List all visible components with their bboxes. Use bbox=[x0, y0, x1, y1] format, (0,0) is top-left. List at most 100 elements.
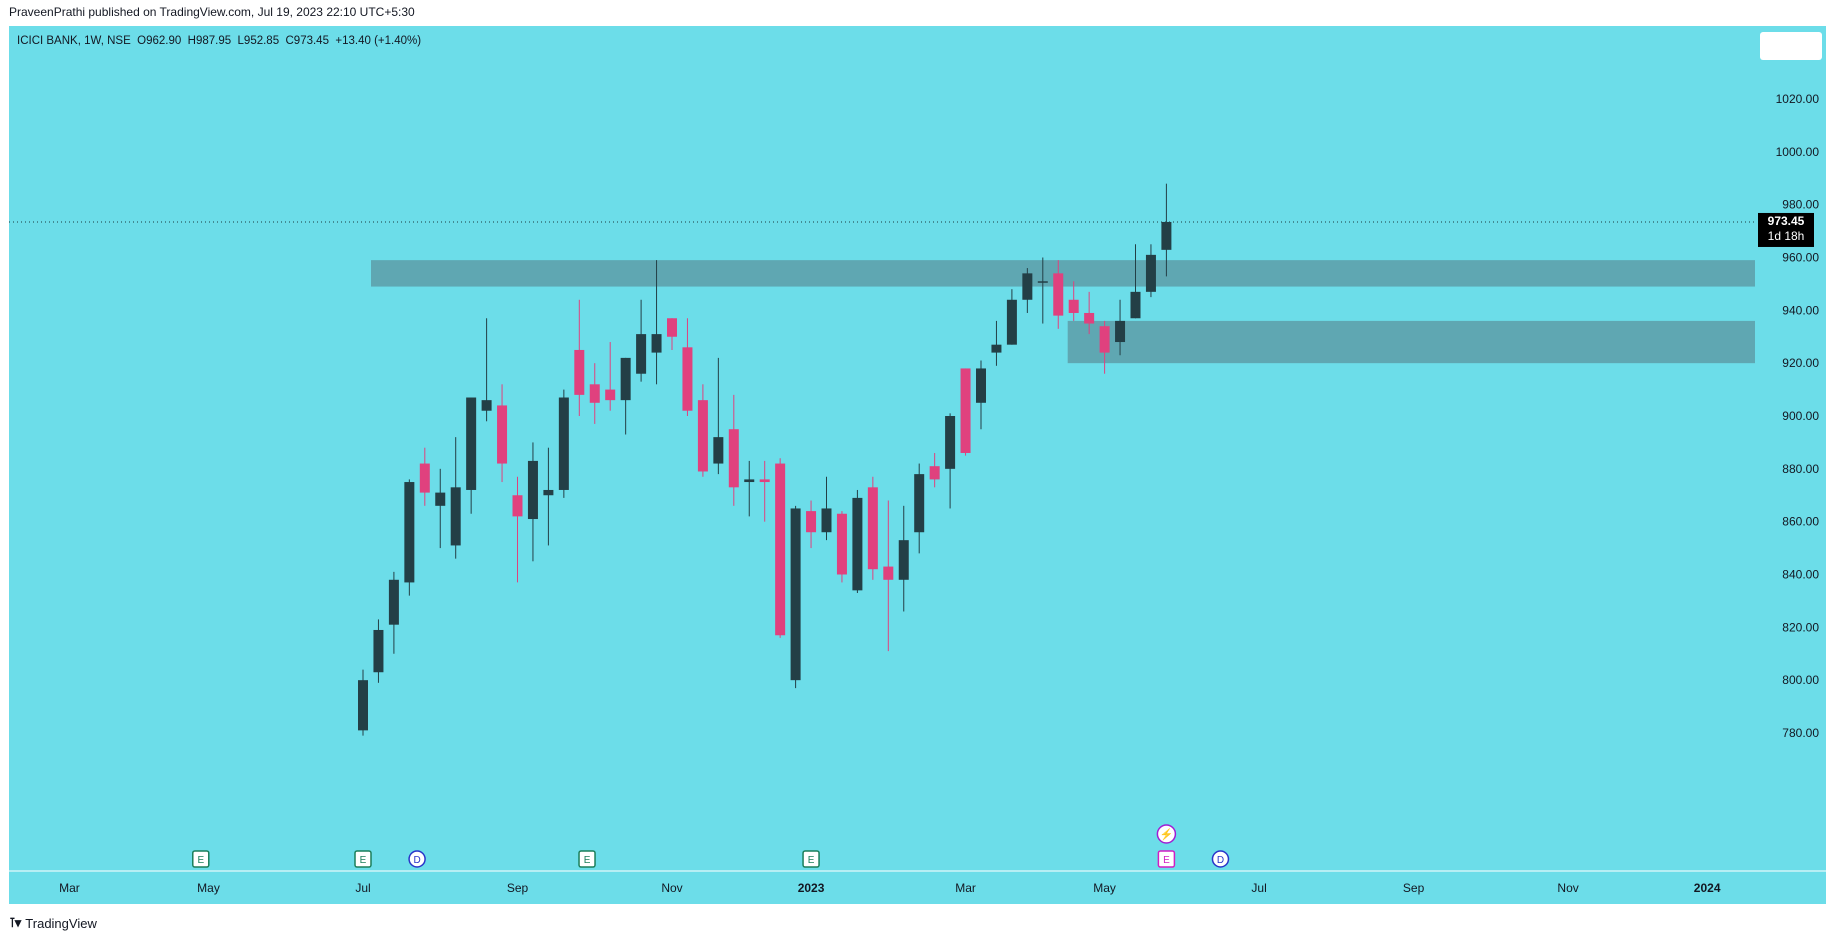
candle[interactable] bbox=[759, 460, 770, 522]
candle[interactable] bbox=[1115, 299, 1126, 356]
candle-body bbox=[358, 680, 368, 731]
y-tick-label: 860.00 bbox=[1782, 515, 1819, 529]
candle[interactable] bbox=[945, 413, 956, 509]
candle-body bbox=[759, 479, 770, 483]
x-tick-label: 2023 bbox=[798, 881, 825, 895]
candle[interactable] bbox=[466, 397, 477, 514]
event-marker-earnings-green[interactable]: E bbox=[192, 850, 210, 868]
candle-body bbox=[466, 397, 477, 490]
candle[interactable] bbox=[1145, 244, 1156, 298]
x-tick-label: May bbox=[1093, 881, 1116, 895]
y-tick-label: 980.00 bbox=[1782, 198, 1819, 212]
candle[interactable] bbox=[1084, 291, 1095, 335]
y-tick-label: 820.00 bbox=[1782, 620, 1819, 634]
event-marker-dividend[interactable]: D bbox=[408, 850, 426, 868]
candle-body bbox=[605, 389, 616, 401]
svg-text:D: D bbox=[413, 855, 420, 866]
candle[interactable] bbox=[991, 320, 1002, 366]
candle[interactable] bbox=[620, 357, 631, 435]
candle[interactable] bbox=[713, 357, 724, 475]
candle[interactable] bbox=[667, 318, 677, 350]
candle[interactable] bbox=[775, 458, 786, 638]
tradingview-footer[interactable]: ⊺▾ TradingView bbox=[9, 915, 97, 931]
candle-body bbox=[1053, 273, 1064, 316]
candle-body bbox=[867, 487, 878, 570]
event-marker-earnings-green[interactable]: E bbox=[354, 850, 372, 868]
candle-body bbox=[821, 508, 832, 533]
event-marker-earnings-green[interactable]: E bbox=[802, 850, 820, 868]
event-marker-dividend[interactable]: D bbox=[1211, 850, 1230, 868]
svg-text:E: E bbox=[584, 855, 591, 866]
candle[interactable] bbox=[558, 389, 569, 498]
candle-body bbox=[651, 334, 662, 353]
candle[interactable] bbox=[527, 442, 538, 562]
candle[interactable] bbox=[697, 384, 708, 477]
candle[interactable] bbox=[914, 463, 925, 554]
svg-text:E: E bbox=[360, 855, 367, 866]
candle[interactable] bbox=[867, 476, 878, 580]
candle[interactable] bbox=[435, 468, 446, 549]
candle[interactable] bbox=[1068, 281, 1079, 321]
zones-layer bbox=[371, 260, 1755, 364]
candle[interactable] bbox=[358, 669, 368, 736]
candle[interactable] bbox=[728, 394, 739, 506]
candle[interactable] bbox=[744, 460, 755, 517]
candle-body bbox=[497, 405, 508, 464]
candle[interactable] bbox=[497, 384, 508, 483]
candle[interactable] bbox=[481, 318, 492, 422]
candle[interactable] bbox=[419, 447, 430, 506]
candle-body bbox=[388, 579, 399, 625]
candle[interactable] bbox=[388, 571, 399, 654]
candle[interactable] bbox=[589, 363, 600, 424]
candle-body bbox=[620, 357, 631, 401]
y-tick-label: 940.00 bbox=[1782, 303, 1819, 317]
candle[interactable] bbox=[574, 299, 585, 416]
candlestick-chart[interactable]: 780.00 800.00 820.00 840.00 860.00 880.00 900.… bbox=[9, 26, 1826, 904]
candle[interactable] bbox=[605, 342, 616, 411]
svg-text:⚡: ⚡ bbox=[1160, 828, 1174, 841]
x-tick-label: Jul bbox=[1251, 881, 1266, 895]
candle[interactable] bbox=[1161, 183, 1172, 277]
candle[interactable] bbox=[404, 479, 415, 596]
candle[interactable] bbox=[898, 505, 909, 612]
candle[interactable] bbox=[976, 360, 986, 430]
candle-body bbox=[481, 400, 492, 411]
candle-body bbox=[527, 460, 538, 520]
event-marker-earnings-magenta[interactable]: E bbox=[1157, 850, 1176, 868]
candle[interactable] bbox=[450, 437, 461, 559]
candle[interactable] bbox=[512, 476, 523, 583]
candle[interactable] bbox=[1099, 320, 1110, 374]
events-layer: E E D E E E D ⚡ bbox=[192, 824, 1230, 868]
candle-body bbox=[512, 495, 523, 517]
candle[interactable] bbox=[1053, 260, 1064, 329]
candle[interactable] bbox=[636, 299, 647, 382]
candle[interactable] bbox=[960, 368, 971, 456]
y-axis: 780.00 800.00 820.00 840.00 860.00 880.00 900.… bbox=[1776, 92, 1820, 740]
zone-rect-1[interactable] bbox=[1067, 320, 1755, 364]
candle[interactable] bbox=[852, 489, 863, 593]
candle[interactable] bbox=[1006, 289, 1017, 345]
candle[interactable] bbox=[821, 476, 832, 541]
candle-body bbox=[636, 334, 647, 374]
candle-body bbox=[929, 466, 940, 480]
legend-symbol[interactable]: ICICI BANK, 1W, NSE bbox=[17, 35, 131, 47]
candle-body bbox=[914, 474, 925, 533]
legend-close: C973.45 bbox=[285, 35, 329, 47]
event-marker-earnings-green[interactable]: E bbox=[578, 850, 596, 868]
candle[interactable] bbox=[836, 511, 847, 583]
candle[interactable] bbox=[929, 452, 940, 488]
event-marker-split[interactable]: ⚡ bbox=[1156, 824, 1177, 844]
candle[interactable] bbox=[806, 500, 817, 549]
candle[interactable] bbox=[651, 260, 662, 385]
candle[interactable] bbox=[883, 500, 894, 652]
candle[interactable] bbox=[543, 447, 554, 546]
candle[interactable] bbox=[373, 619, 384, 683]
candle[interactable] bbox=[1130, 244, 1141, 319]
candle-body bbox=[574, 349, 585, 395]
candle[interactable] bbox=[1037, 257, 1048, 324]
candle-body bbox=[713, 437, 724, 464]
candle[interactable] bbox=[682, 318, 693, 416]
candle[interactable] bbox=[790, 505, 801, 689]
candle[interactable] bbox=[1022, 268, 1033, 313]
svg-text:D: D bbox=[1217, 855, 1224, 866]
